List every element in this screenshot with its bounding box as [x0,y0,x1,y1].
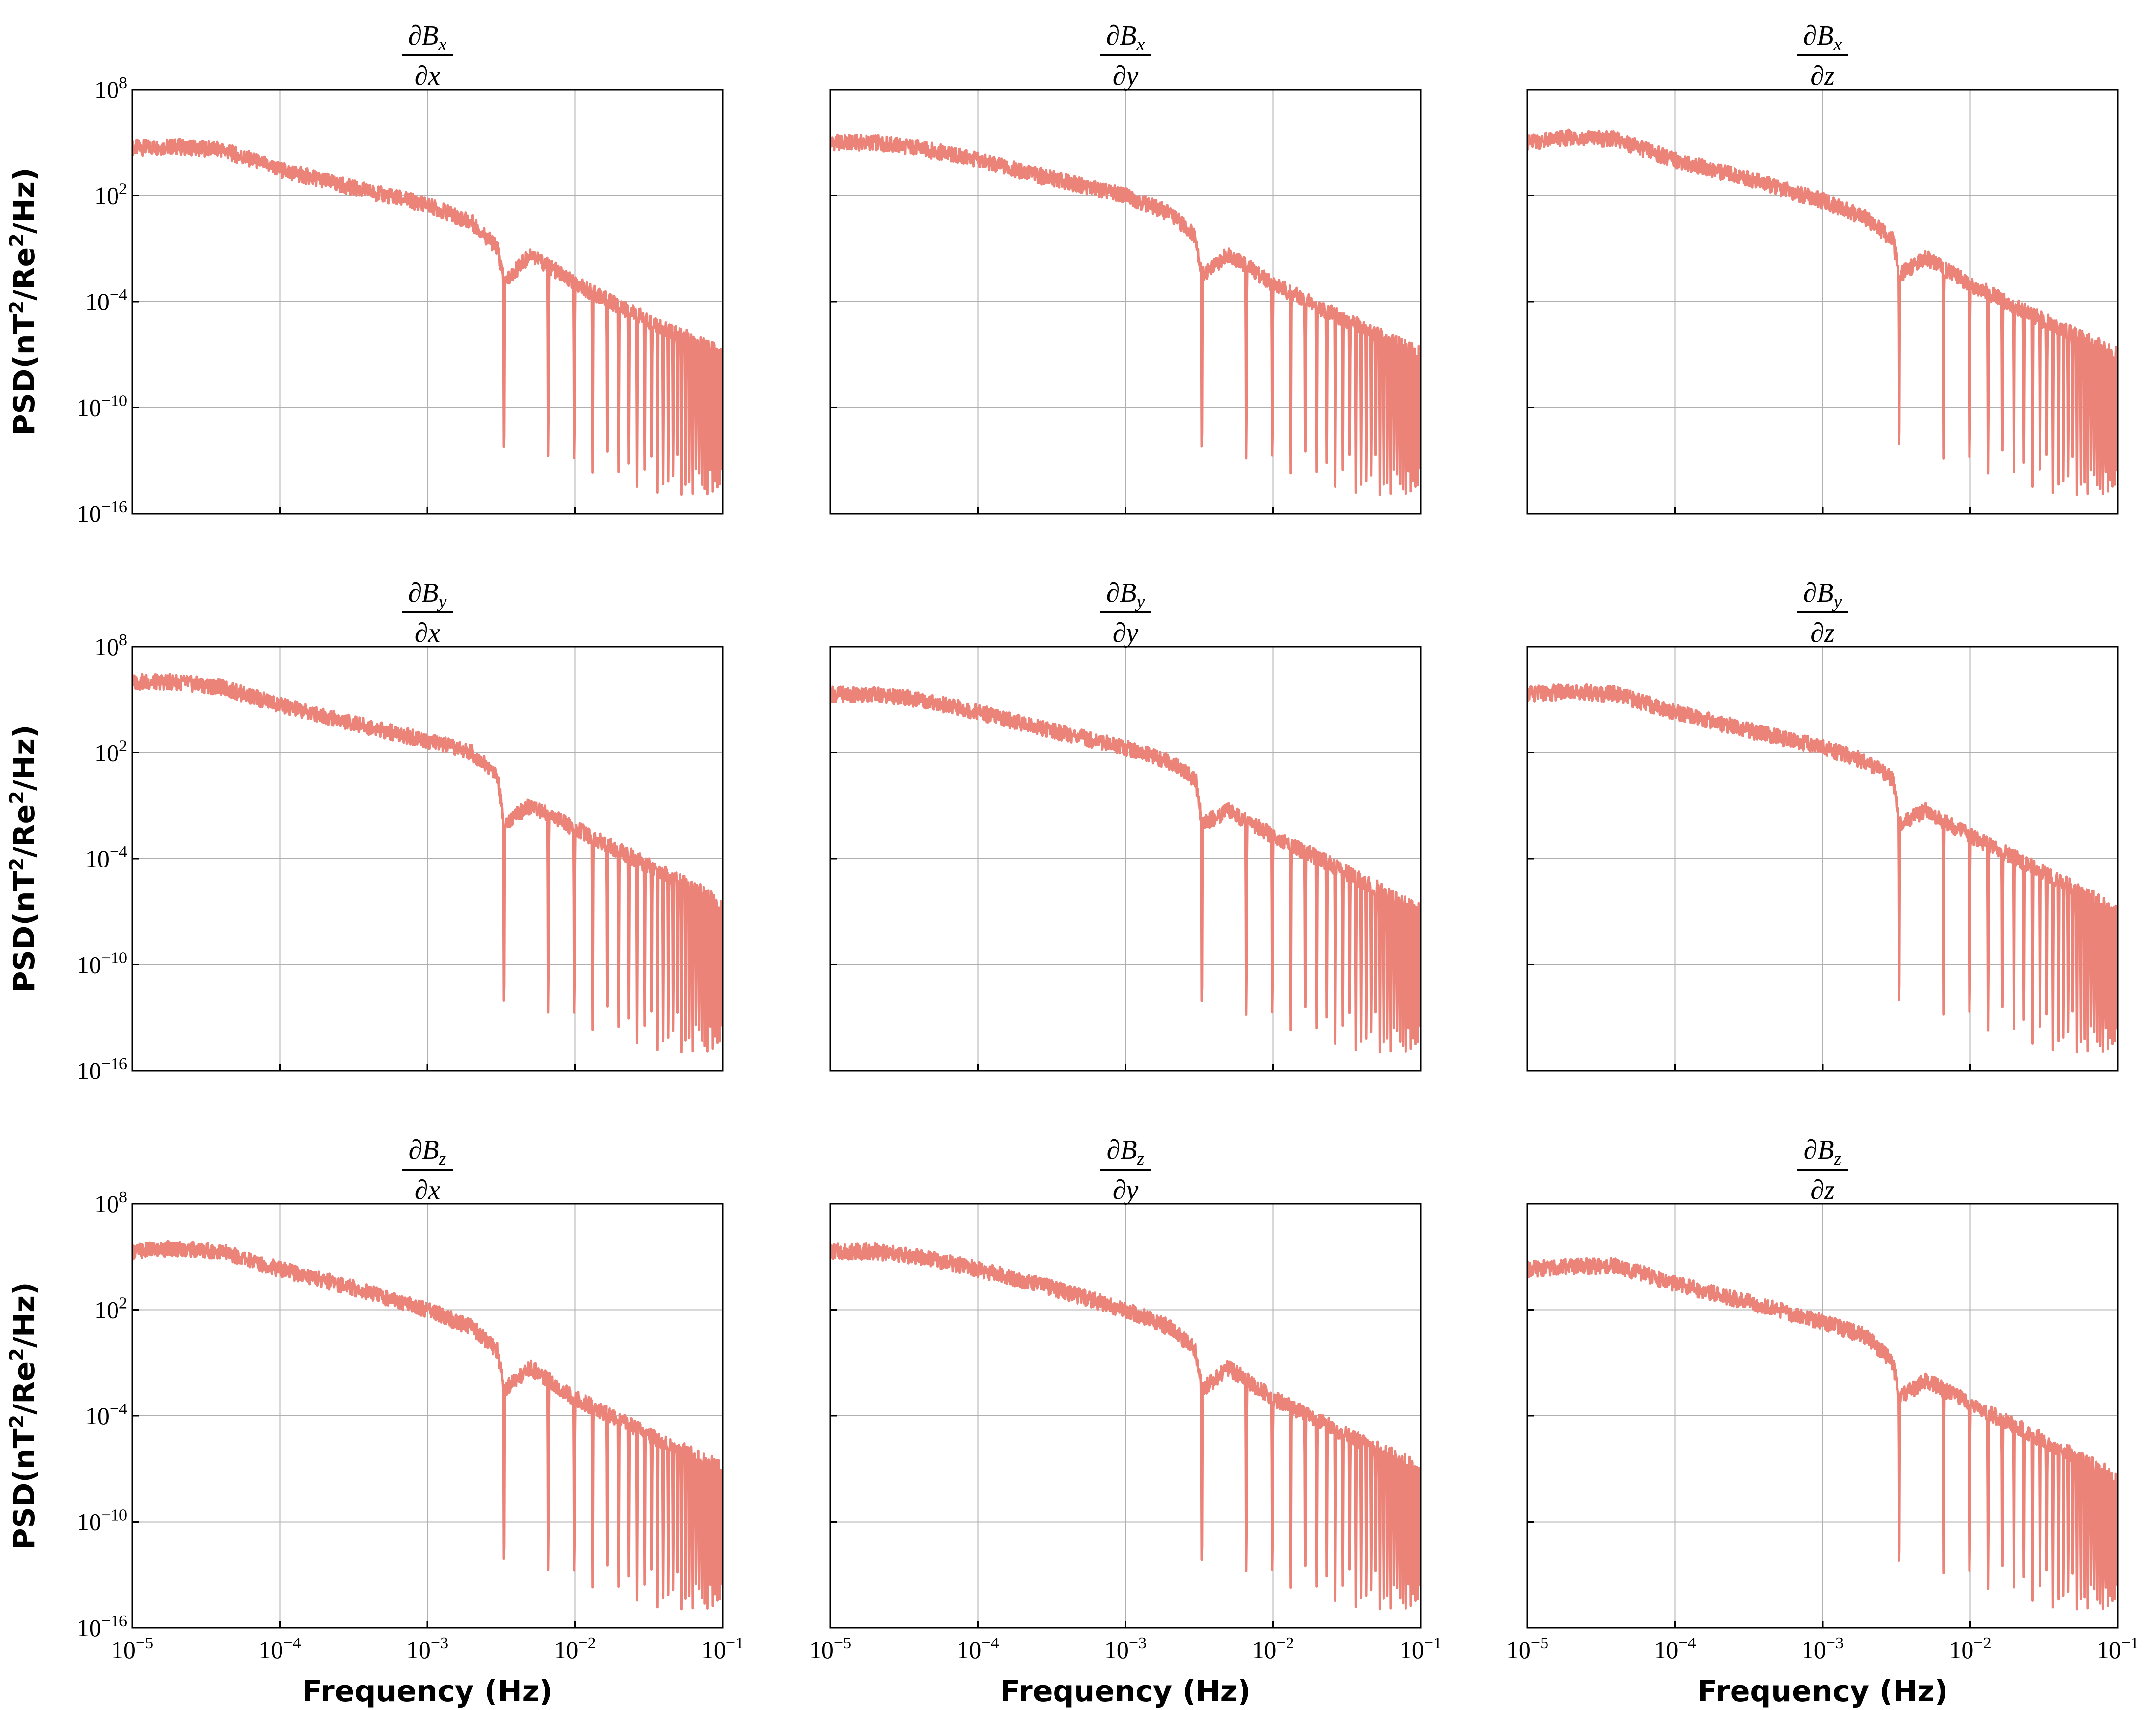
panel-1-2: ∂Bx ∂y [829,21,1422,515]
panel-1-1: 10−16 10−10 10−4 102 108 PSD(nT2/Re2/Hz) ∂Bx ∂x [6,21,724,527]
y-tick-label: 10−4 [85,286,127,315]
psd-series-line [830,133,1421,496]
panel-1-3: ∂Bx ∂z [1526,21,2119,515]
panel-2-2: ∂By ∂y [829,578,1422,1072]
y-tick-label: 102 [94,1294,127,1324]
x-tick-label: 10−5 [1506,1634,1548,1663]
panel-title-numerator: ∂Bz [1804,1135,1842,1169]
x-tick-label: 10−2 [1949,1634,1991,1663]
y-tick-label: 108 [94,74,127,103]
psd-series-line [830,1242,1421,1611]
panel-title-denominator: ∂x [415,1175,441,1205]
x-tick-label: 10−4 [957,1634,999,1663]
x-axis-label: Frequency (Hz) [1000,1674,1251,1709]
y-tick-label: 10−10 [77,949,127,979]
y-axis-label: PSD(nT2/Re2/Hz) [6,167,42,435]
panel-title-denominator: ∂y [1113,1175,1139,1205]
y-tick-label: 10−16 [77,1612,127,1641]
x-tick-label: 10−3 [406,1634,448,1663]
x-tick-label: 10−3 [1802,1634,1844,1663]
panel-title-numerator: ∂Bx [1106,21,1145,55]
psd-series-line [1527,683,2118,1054]
panel-title-denominator: ∂z [1810,61,1835,91]
x-tick-label: 10−4 [258,1634,301,1663]
psd-series-line [1527,1257,2118,1611]
x-tick-label: 10−2 [554,1634,596,1663]
y-tick-label: 108 [94,631,127,660]
panel-title-numerator: ∂Bx [408,21,447,55]
panel-2-3: ∂By ∂z [1526,578,2119,1072]
panel-title-denominator: ∂x [415,61,441,91]
panel-title-numerator: ∂Bx [1804,21,1842,55]
x-axis-label: Frequency (Hz) [1697,1674,1948,1709]
y-tick-label: 10−10 [77,1506,127,1536]
panel-3-1: 10−16 10−10 10−4 102 108 10−5 10−4 10−3 10−2 10−1… [6,1135,744,1709]
y-axis-label: PSD(nT2/Re2/Hz) [6,725,42,992]
x-tick-label: 10−3 [1104,1634,1147,1663]
y-tick-label: 108 [94,1188,127,1218]
panel-2-1: 10−16 10−10 10−4 102 108 PSD(nT2/Re2/Hz) ∂By ∂x [6,578,724,1084]
y-tick-label: 10−4 [85,843,127,872]
psd-series-line [132,138,723,496]
x-tick-label: 10−5 [809,1634,851,1663]
y-tick-label: 102 [94,180,127,210]
panel-title-denominator: ∂y [1113,61,1139,91]
x-tick-label: 10−1 [702,1634,744,1663]
panel-title-numerator: ∂By [1804,578,1842,612]
psd-series-line [132,673,723,1054]
y-tick-label: 10−16 [77,1055,127,1084]
panel-title-denominator: ∂z [1810,618,1835,648]
y-tick-label: 10−10 [77,392,127,422]
x-axis-label: Frequency (Hz) [302,1674,553,1709]
y-axis-label: PSD(nT2/Re2/Hz) [6,1282,42,1549]
panel-title-numerator: ∂Bz [1107,1135,1145,1169]
y-tick-label: 10−16 [77,498,127,527]
panel-3-2: 10−5 10−4 10−3 10−2 10−1 Frequency (Hz) ∂Bz ∂y [809,1135,1442,1709]
panel-title-numerator: ∂Bz [409,1135,446,1169]
panel-3-3: 10−5 10−4 10−3 10−2 10−1 Frequency (Hz) ∂Bz ∂z [1506,1135,2139,1709]
panel-title-denominator: ∂y [1113,618,1139,648]
x-tick-label: 10−5 [111,1634,153,1663]
panel-title-denominator: ∂x [415,618,441,648]
psd-series-line [830,685,1421,1054]
psd-series-line [1527,128,2118,496]
panel-title-numerator: ∂By [408,578,447,612]
x-tick-label: 10−4 [1654,1634,1696,1663]
x-tick-label: 10−2 [1252,1634,1294,1663]
panel-title-numerator: ∂By [1106,578,1145,612]
panel-title-denominator: ∂z [1810,1175,1835,1205]
y-tick-label: 10−4 [85,1400,127,1429]
x-tick-label: 10−1 [1400,1634,1442,1663]
x-tick-label: 10−1 [2097,1634,2139,1663]
psd-series-line [132,1240,723,1611]
y-tick-label: 102 [94,737,127,767]
